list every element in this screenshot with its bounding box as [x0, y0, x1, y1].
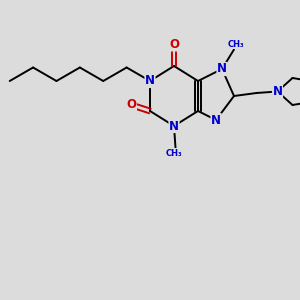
- Text: N: N: [211, 113, 221, 127]
- Text: N: N: [272, 85, 283, 98]
- Text: N: N: [145, 74, 155, 88]
- Text: O: O: [126, 98, 136, 112]
- Text: CH₃: CH₃: [228, 40, 245, 49]
- Text: N: N: [217, 62, 227, 76]
- Text: CH₃: CH₃: [166, 148, 182, 158]
- Text: N: N: [169, 119, 179, 133]
- Text: O: O: [169, 38, 179, 51]
